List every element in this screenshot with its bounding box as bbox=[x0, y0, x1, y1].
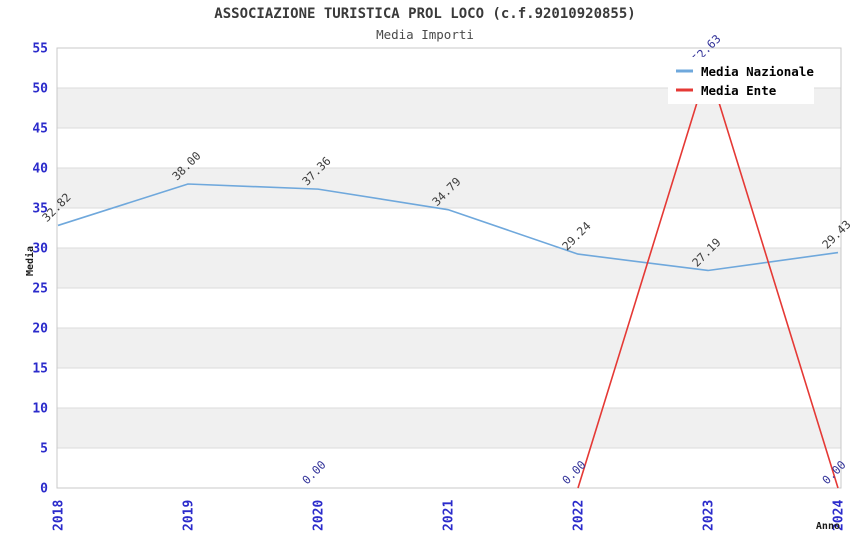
plot-band bbox=[57, 328, 841, 368]
x-tick-label: 2020 bbox=[312, 500, 327, 531]
y-tick-label: 20 bbox=[32, 322, 48, 337]
y-tick-label: 15 bbox=[32, 362, 48, 377]
plot-border bbox=[56, 47, 842, 489]
y-tick-label: 40 bbox=[32, 162, 48, 177]
x-tick-label: 2022 bbox=[572, 500, 587, 531]
point-label-media-ente: 0.00 bbox=[299, 458, 329, 488]
y-tick-label: 35 bbox=[32, 202, 48, 217]
y-tick-label: 5 bbox=[40, 442, 48, 457]
plot-band bbox=[57, 408, 841, 448]
plot-band bbox=[57, 168, 841, 208]
x-tick-label: 2023 bbox=[702, 500, 717, 531]
point-label-media-ente: 0.00 bbox=[559, 458, 589, 488]
chart-title: ASSOCIAZIONE TURISTICA PROL LOCO (c.f.92… bbox=[214, 6, 636, 22]
point-label-media-ente: 0.00 bbox=[819, 458, 849, 488]
x-tick-label: 2021 bbox=[442, 500, 457, 531]
plot-band bbox=[57, 248, 841, 288]
x-axis-label: Anno bbox=[816, 521, 840, 532]
y-tick-label: 10 bbox=[32, 402, 48, 417]
y-tick-label: 55 bbox=[32, 42, 48, 57]
point-label-media-nazionale: 29.43 bbox=[819, 217, 850, 251]
x-tick-label: 2018 bbox=[52, 500, 67, 531]
y-tick-label: 0 bbox=[40, 482, 48, 497]
legend bbox=[668, 57, 814, 104]
x-tick-label: 2024 bbox=[832, 500, 847, 531]
x-tick-label: 2019 bbox=[182, 500, 197, 531]
chart-subtitle: Media Importi bbox=[376, 27, 474, 42]
y-tick-label: 25 bbox=[32, 282, 48, 297]
series-line-media-nazionale bbox=[57, 183, 839, 272]
legend-label-media-ente: Media Ente bbox=[701, 83, 777, 98]
y-axis-label: Media bbox=[24, 246, 36, 276]
legend-label-media-nazionale: Media Nazionale bbox=[701, 64, 814, 79]
y-tick-label: 45 bbox=[32, 122, 48, 137]
y-tick-label: 50 bbox=[32, 82, 48, 97]
y-tick-label: 30 bbox=[32, 242, 48, 257]
